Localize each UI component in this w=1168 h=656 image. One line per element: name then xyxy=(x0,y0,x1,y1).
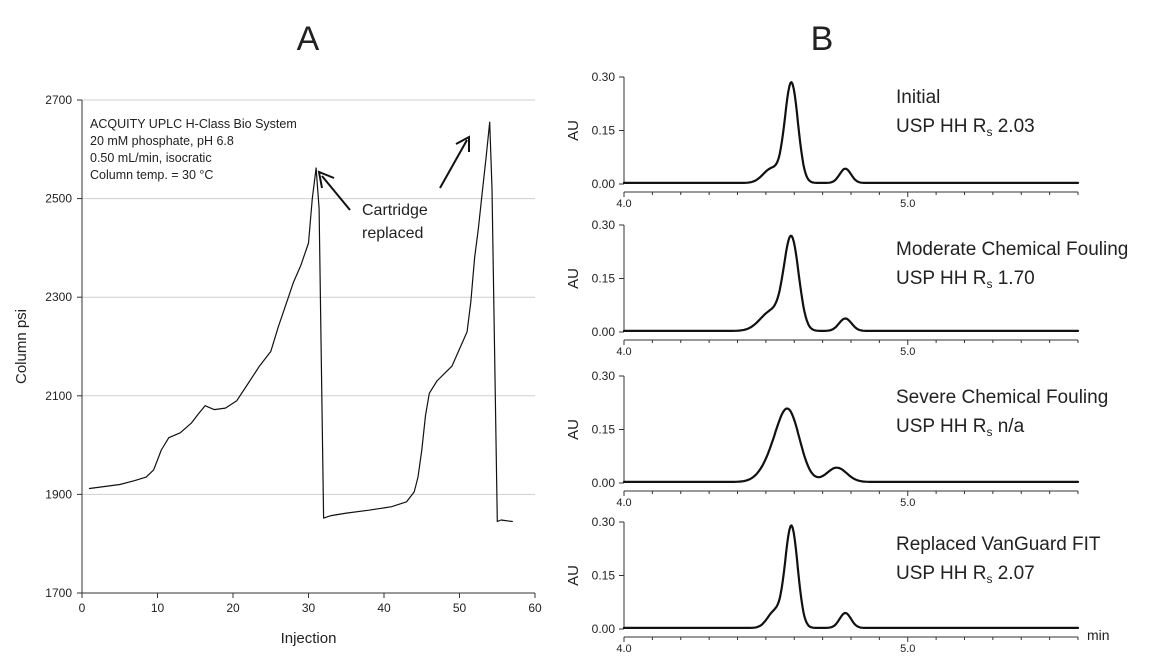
x-axis-title: Injection xyxy=(281,630,337,647)
annotation-arrow-2 xyxy=(439,139,468,189)
condition-line: 20 mM phosphate, pH 6.8 xyxy=(90,134,234,148)
panel-b-chromatograms: 0.30 0.15 0.00 AU 4.0 5.0 Initial USP HH Rs 2.0… xyxy=(565,70,1128,655)
x-tick-label: 5.0 xyxy=(900,497,915,509)
chromatogram-1: 0.30 0.15 0.00 AU 4.0 5.0 Initial USP HH Rs 2.0… xyxy=(565,70,1080,210)
pressure-trace xyxy=(88,121,513,523)
panel-label-b: B xyxy=(811,20,834,58)
x-tick-label: 4.0 xyxy=(616,497,631,509)
panel-a-chart: 1700 1900 2100 2300 2500 2700 0 10 20 30 40 50 60 Inj… xyxy=(13,93,542,647)
y-tick-label: 0.30 xyxy=(592,70,616,84)
y-axis-title: AU xyxy=(565,120,582,141)
y-tick-label: 0.00 xyxy=(592,177,616,191)
y-axis-title: AU xyxy=(565,565,582,586)
condition-line: 0.50 mL/min, isocratic xyxy=(90,151,212,165)
x-tick-label: 10 xyxy=(151,601,165,615)
annotation-text: Cartridge xyxy=(362,202,428,219)
y-tick-label: 2700 xyxy=(45,93,72,107)
x-tick-label: 20 xyxy=(226,601,240,615)
resolution-label: USP HH Rs 1.70 xyxy=(896,268,1035,291)
chromatogram-trace xyxy=(622,524,1080,629)
y-axis-title: AU xyxy=(565,268,582,289)
y-tick-label: 0.15 xyxy=(592,423,616,437)
y-tick-label: 0.30 xyxy=(592,218,616,232)
chromatogram-4: 0.30 0.15 0.00 AU 4.0 5.0 Replaced VanGuard FI… xyxy=(565,515,1101,655)
resolution-label: USP HH Rs 2.07 xyxy=(896,563,1035,586)
x-tick-label: 60 xyxy=(528,601,542,615)
condition-line: Column temp. = 30 °C xyxy=(90,168,213,182)
trace-title: Initial xyxy=(896,87,940,108)
x-tick-label: 50 xyxy=(453,601,467,615)
panel-label-a: A xyxy=(297,20,320,58)
x-unit-label: min xyxy=(1087,627,1110,643)
y-tick-label: 0.00 xyxy=(592,325,616,339)
annotation-text: replaced xyxy=(362,225,423,242)
y-tick-label: 0.15 xyxy=(592,272,616,286)
chromatogram-2: 0.30 0.15 0.00 AU 4.0 5.0 Moderate Chemical Fo… xyxy=(565,218,1128,358)
chromatogram-trace xyxy=(622,407,1080,483)
trace-title: Severe Chemical Fouling xyxy=(896,387,1108,408)
condition-line: ACQUITY UPLC H-Class Bio System xyxy=(90,117,297,131)
x-tick-label: 30 xyxy=(302,601,316,615)
trace-title: Moderate Chemical Fouling xyxy=(896,239,1128,260)
y-tick-label: 0.30 xyxy=(592,369,616,383)
x-tick-label: 40 xyxy=(377,601,391,615)
x-tick-label: 0 xyxy=(79,601,86,615)
y-axis-title: Column psi xyxy=(13,309,30,384)
y-tick-label: 0.00 xyxy=(592,476,616,490)
y-tick-label: 2100 xyxy=(45,389,72,403)
resolution-label: USP HH Rs n/a xyxy=(896,416,1025,439)
y-tick-label: 1700 xyxy=(45,586,72,600)
y-tick-label: 1900 xyxy=(45,487,72,501)
x-tick-label: 5.0 xyxy=(900,198,915,210)
trace-title: Replaced VanGuard FIT xyxy=(896,534,1101,555)
y-tick-label: 0.30 xyxy=(592,515,616,529)
chromatogram-3: 0.30 0.15 0.00 AU 4.0 5.0 Severe Chemical Foul… xyxy=(565,369,1108,509)
x-tick-label: 4.0 xyxy=(616,198,631,210)
annotation-arrowhead-2 xyxy=(455,135,470,152)
y-tick-label: 2300 xyxy=(45,290,72,304)
annotation-arrowhead-1 xyxy=(317,170,335,189)
y-tick-label: 0.15 xyxy=(592,124,616,138)
resolution-label: USP HH Rs 2.03 xyxy=(896,116,1035,139)
y-tick-label: 0.00 xyxy=(592,622,616,636)
y-tick-label: 2500 xyxy=(45,192,72,206)
x-tick-label: 4.0 xyxy=(616,643,631,655)
chromatogram-trace xyxy=(622,234,1080,332)
x-tick-label: 5.0 xyxy=(900,346,915,358)
x-tick-label: 4.0 xyxy=(616,346,631,358)
x-tick-label: 5.0 xyxy=(900,643,915,655)
y-axis-title: AU xyxy=(565,419,582,440)
annotation-arrow-1 xyxy=(321,175,351,211)
y-tick-label: 0.15 xyxy=(592,569,616,583)
chromatogram-trace xyxy=(622,81,1080,184)
